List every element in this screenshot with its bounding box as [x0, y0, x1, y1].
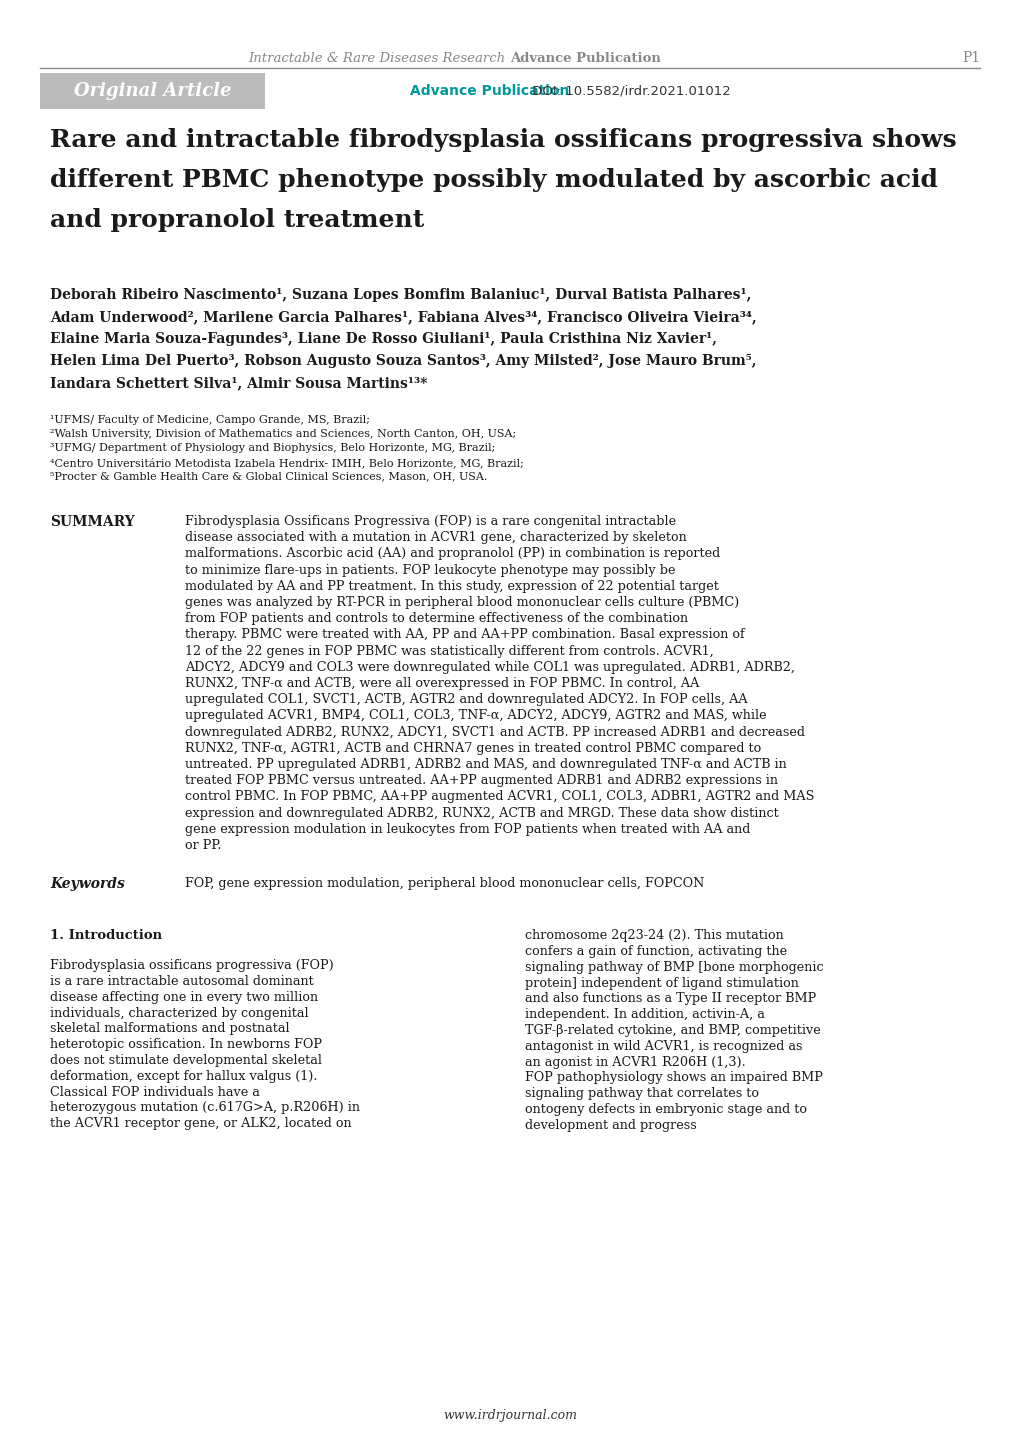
Text: upregulated ACVR1, BMP4, COL1, COL3, TNF-α, ADCY2, ADCY9, AGTR2 and MAS, while: upregulated ACVR1, BMP4, COL1, COL3, TNF… — [184, 709, 766, 722]
Text: is a rare intractable autosomal dominant: is a rare intractable autosomal dominant — [50, 975, 314, 988]
FancyBboxPatch shape — [40, 74, 265, 110]
Text: disease affecting one in every two million: disease affecting one in every two milli… — [50, 991, 318, 1004]
Text: expression and downregulated ADRB2, RUNX2, ACTB and MRGD. These data show distin: expression and downregulated ADRB2, RUNX… — [184, 806, 777, 819]
Text: Keywords: Keywords — [50, 877, 124, 891]
Text: and also functions as a Type II receptor BMP: and also functions as a Type II receptor… — [525, 992, 815, 1005]
Text: disease associated with a mutation in ACVR1 gene, characterized by skeleton: disease associated with a mutation in AC… — [184, 531, 686, 544]
Text: therapy. PBMC were treated with AA, PP and AA+PP combination. Basal expression o: therapy. PBMC were treated with AA, PP a… — [184, 629, 744, 642]
Text: heterozygous mutation (c.617G>A, p.R206H) in: heterozygous mutation (c.617G>A, p.R206H… — [50, 1102, 360, 1115]
Text: RUNX2, TNF-α, AGTR1, ACTB and CHRNA7 genes in treated control PBMC compared to: RUNX2, TNF-α, AGTR1, ACTB and CHRNA7 gen… — [184, 741, 760, 754]
Text: independent. In addition, activin-A, a: independent. In addition, activin-A, a — [525, 1008, 764, 1021]
Text: Advance Publication: Advance Publication — [510, 52, 660, 65]
Text: treated FOP PBMC versus untreated. AA+PP augmented ADRB1 and ADRB2 expressions i: treated FOP PBMC versus untreated. AA+PP… — [184, 774, 777, 787]
Text: FOP, gene expression modulation, peripheral blood mononuclear cells, FOPCON: FOP, gene expression modulation, periphe… — [184, 877, 704, 890]
Text: heterotopic ossification. In newborns FOP: heterotopic ossification. In newborns FO… — [50, 1038, 322, 1051]
Text: Adam Underwood², Marilene Garcia Palhares¹, Fabiana Alves³⁴, Francisco Oliveira : Adam Underwood², Marilene Garcia Palhare… — [50, 310, 756, 324]
Text: Iandara Schettert Silva¹, Almir Sousa Martins¹³*: Iandara Schettert Silva¹, Almir Sousa Ma… — [50, 376, 427, 389]
Text: deformation, except for hallux valgus (1).: deformation, except for hallux valgus (1… — [50, 1070, 317, 1083]
Text: ADCY2, ADCY9 and COL3 were downregulated while COL1 was upregulated. ADRB1, ADRB: ADCY2, ADCY9 and COL3 were downregulated… — [184, 660, 794, 673]
Text: individuals, characterized by congenital: individuals, characterized by congenital — [50, 1007, 309, 1019]
Text: an agonist in ACVR1 R206H (1,3).: an agonist in ACVR1 R206H (1,3). — [525, 1056, 745, 1069]
Text: genes was analyzed by RT-PCR in peripheral blood mononuclear cells culture (PBMC: genes was analyzed by RT-PCR in peripher… — [184, 596, 739, 609]
Text: signaling pathway that correlates to: signaling pathway that correlates to — [525, 1087, 758, 1100]
Text: Deborah Ribeiro Nascimento¹, Suzana Lopes Bomfim Balaniuc¹, Durval Batista Palha: Deborah Ribeiro Nascimento¹, Suzana Lope… — [50, 288, 751, 301]
Text: to minimize flare-ups in patients. FOP leukocyte phenotype may possibly be: to minimize flare-ups in patients. FOP l… — [184, 564, 675, 577]
Text: or PP.: or PP. — [184, 839, 221, 852]
Text: chromosome 2q23-24 (2). This mutation: chromosome 2q23-24 (2). This mutation — [525, 929, 783, 942]
Text: Intractable & Rare Diseases Research: Intractable & Rare Diseases Research — [249, 52, 510, 65]
Text: FOP pathophysiology shows an impaired BMP: FOP pathophysiology shows an impaired BM… — [525, 1071, 822, 1084]
Text: skeletal malformations and postnatal: skeletal malformations and postnatal — [50, 1022, 289, 1035]
Text: ⁵Procter & Gamble Health Care & Global Clinical Sciences, Mason, OH, USA.: ⁵Procter & Gamble Health Care & Global C… — [50, 472, 487, 482]
Text: ²Walsh University, Division of Mathematics and Sciences, North Canton, OH, USA;: ²Walsh University, Division of Mathemati… — [50, 430, 516, 438]
Text: RUNX2, TNF-α and ACTB, were all overexpressed in FOP PBMC. In control, AA: RUNX2, TNF-α and ACTB, were all overexpr… — [184, 676, 699, 691]
Text: ⁴Centro Universitário Metodista Izabela Hendrix- IMIH, Belo Horizonte, MG, Brazi: ⁴Centro Universitário Metodista Izabela … — [50, 457, 524, 467]
Text: the ACVR1 receptor gene, or ALK2, located on: the ACVR1 receptor gene, or ALK2, locate… — [50, 1118, 352, 1131]
Text: Helen Lima Del Puerto³, Robson Augusto Souza Santos³, Amy Milsted², Jose Mauro B: Helen Lima Del Puerto³, Robson Augusto S… — [50, 353, 756, 368]
Text: protein] independent of ligand stimulation: protein] independent of ligand stimulati… — [525, 976, 798, 989]
Text: from FOP patients and controls to determine effectiveness of the combination: from FOP patients and controls to determ… — [184, 613, 688, 626]
Text: malformations. Ascorbic acid (AA) and propranolol (PP) in combination is reporte: malformations. Ascorbic acid (AA) and pr… — [184, 548, 719, 561]
Text: Rare and intractable fibrodysplasia ossificans progressiva shows: Rare and intractable fibrodysplasia ossi… — [50, 128, 956, 151]
Text: Advance Publication: Advance Publication — [410, 84, 569, 98]
Text: different PBMC phenotype possibly modulated by ascorbic acid: different PBMC phenotype possibly modula… — [50, 169, 936, 192]
Text: upregulated COL1, SVCT1, ACTB, AGTR2 and downregulated ADCY2. In FOP cells, AA: upregulated COL1, SVCT1, ACTB, AGTR2 and… — [184, 694, 747, 707]
Text: 1. Introduction: 1. Introduction — [50, 929, 162, 942]
Text: modulated by AA and PP treatment. In this study, expression of 22 potential targ: modulated by AA and PP treatment. In thi… — [184, 580, 718, 593]
Text: confers a gain of function, activating the: confers a gain of function, activating t… — [525, 945, 787, 957]
Text: does not stimulate developmental skeletal: does not stimulate developmental skeleta… — [50, 1054, 322, 1067]
Text: ontogeny defects in embryonic stage and to: ontogeny defects in embryonic stage and … — [525, 1103, 806, 1116]
Text: control PBMC. In FOP PBMC, AA+PP augmented ACVR1, COL1, COL3, ADBR1, AGTR2 and M: control PBMC. In FOP PBMC, AA+PP augment… — [184, 790, 813, 803]
Text: development and progress: development and progress — [525, 1119, 696, 1132]
Text: downregulated ADRB2, RUNX2, ADCY1, SVCT1 and ACTB. PP increased ADRB1 and decrea: downregulated ADRB2, RUNX2, ADCY1, SVCT1… — [184, 725, 804, 738]
Text: Fibrodysplasia Ossificans Progressiva (FOP) is a rare congenital intractable: Fibrodysplasia Ossificans Progressiva (F… — [184, 515, 676, 528]
Text: 12 of the 22 genes in FOP PBMC was statistically different from controls. ACVR1,: 12 of the 22 genes in FOP PBMC was stati… — [184, 645, 713, 658]
Text: gene expression modulation in leukocytes from FOP patients when treated with AA : gene expression modulation in leukocytes… — [184, 823, 750, 836]
Text: Classical FOP individuals have a: Classical FOP individuals have a — [50, 1086, 260, 1099]
Text: www.irdrjournal.com: www.irdrjournal.com — [442, 1409, 577, 1422]
Text: P1: P1 — [961, 50, 979, 65]
Text: Fibrodysplasia ossificans progressiva (FOP): Fibrodysplasia ossificans progressiva (F… — [50, 959, 333, 972]
Text: Elaine Maria Souza-Fagundes³, Liane De Rosso Giuliani¹, Paula Cristhina Niz Xavi: Elaine Maria Souza-Fagundes³, Liane De R… — [50, 332, 716, 346]
Text: TGF-β-related cytokine, and BMP, competitive: TGF-β-related cytokine, and BMP, competi… — [525, 1024, 820, 1037]
Text: untreated. PP upregulated ADRB1, ADRB2 and MAS, and downregulated TNF-α and ACTB: untreated. PP upregulated ADRB1, ADRB2 a… — [184, 758, 786, 771]
Text: SUMMARY: SUMMARY — [50, 515, 135, 529]
Text: DOI: 10.5582/irdr.2021.01012: DOI: 10.5582/irdr.2021.01012 — [528, 85, 730, 98]
Text: antagonist in wild ACVR1, is recognized as: antagonist in wild ACVR1, is recognized … — [525, 1040, 802, 1053]
Text: and propranolol treatment: and propranolol treatment — [50, 208, 424, 232]
Text: ³UFMG/ Department of Physiology and Biophysics, Belo Horizonte, MG, Brazil;: ³UFMG/ Department of Physiology and Biop… — [50, 443, 495, 453]
Text: ¹UFMS/ Faculty of Medicine, Campo Grande, MS, Brazil;: ¹UFMS/ Faculty of Medicine, Campo Grande… — [50, 415, 370, 425]
Text: Original Article: Original Article — [73, 82, 231, 99]
Text: signaling pathway of BMP [bone morphogenic: signaling pathway of BMP [bone morphogen… — [525, 960, 822, 973]
